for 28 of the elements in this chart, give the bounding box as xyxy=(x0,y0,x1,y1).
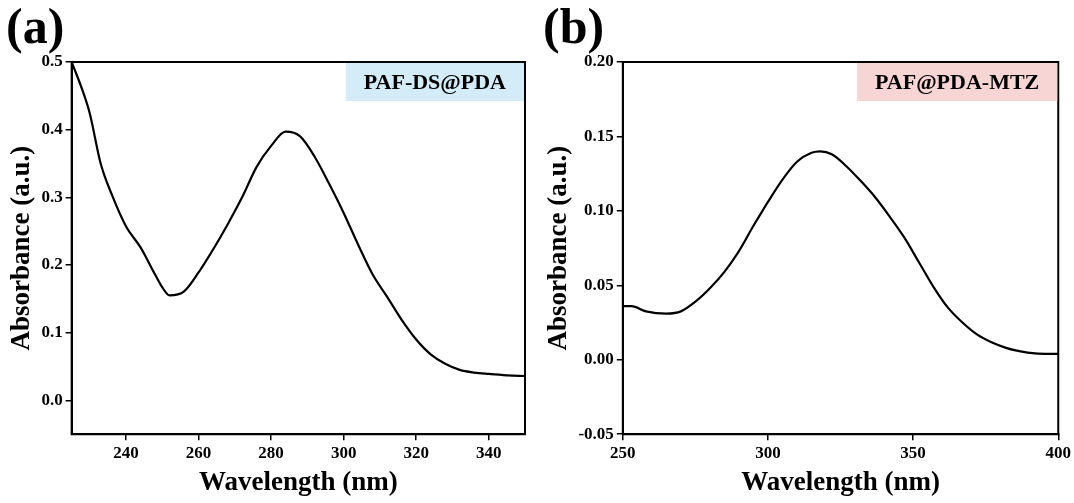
y-axis-title: Absorbance (a.u.) xyxy=(5,145,36,351)
x-tick-label: 300 xyxy=(755,442,781,462)
x-tick-label: 340 xyxy=(475,442,502,462)
x-axis-title: Wavelength (nm) xyxy=(741,465,940,496)
x-tick-label: 320 xyxy=(403,442,429,462)
y-tick-label: -0.05 xyxy=(578,423,614,443)
y-tick-label: 0.3 xyxy=(41,186,63,206)
annotation: PAF-DS@PDA xyxy=(363,68,507,94)
y-tick-label: 0.0 xyxy=(41,389,63,409)
x-tick-label: 400 xyxy=(1045,442,1071,462)
x-tick-label: 280 xyxy=(258,442,284,462)
y-axis-title: Absorbance (a.u.) xyxy=(542,145,573,351)
x-tick-label: 260 xyxy=(185,442,212,462)
annotation: PAF@PDA-MTZ xyxy=(875,68,1040,94)
x-tick-label: 300 xyxy=(330,442,357,462)
y-tick-label: 0.2 xyxy=(41,254,63,274)
y-tick-label: 0.10 xyxy=(584,200,614,220)
x-tick-label: 250 xyxy=(610,442,636,462)
y-tick-label: 0.1 xyxy=(41,322,63,342)
chart-title: (b) xyxy=(543,0,605,54)
x-tick-label: 240 xyxy=(113,442,139,462)
x-tick-label: 350 xyxy=(900,442,926,462)
y-tick-label: 0.4 xyxy=(41,119,64,139)
y-tick-label: 0.00 xyxy=(584,349,614,369)
x-axis-title: Wavelength (nm) xyxy=(198,465,398,496)
chart-title: (a) xyxy=(6,0,65,54)
y-tick-label: 0.05 xyxy=(584,274,614,294)
y-tick-label: 0.15 xyxy=(584,125,614,145)
